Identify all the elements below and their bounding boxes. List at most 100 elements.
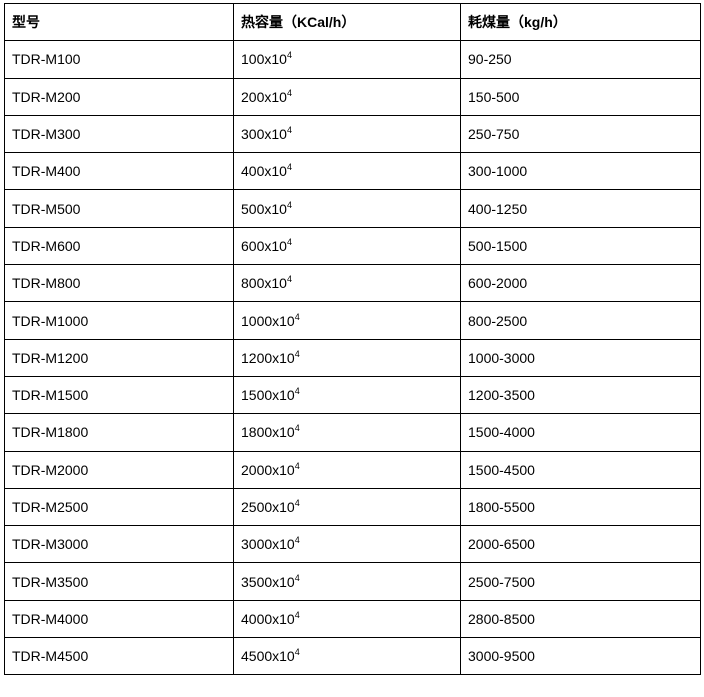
cell-capacity: 1200x104 xyxy=(233,338,461,377)
cell-model: TDR-M1800 xyxy=(4,413,234,452)
cell-capacity: 4500x104 xyxy=(233,637,461,676)
capacity-value: 4500x10 xyxy=(241,648,295,665)
capacity-value: 1800x10 xyxy=(241,424,295,441)
cell-coal-consumption: 1500-4000 xyxy=(460,413,701,452)
capacity-exponent: 4 xyxy=(286,274,292,285)
cell-capacity: 500x104 xyxy=(233,189,461,228)
cell-coal-consumption: 1500-4500 xyxy=(460,450,701,489)
table-row: TDR-M3000 3000x104 2000-6500 xyxy=(4,525,701,564)
cell-coal-consumption: 500-1500 xyxy=(460,226,701,266)
capacity-value: 4000x10 xyxy=(241,610,295,627)
capacity-value: 1000x10 xyxy=(241,312,295,329)
capacity-value: 300x10 xyxy=(241,126,287,143)
capacity-exponent: 4 xyxy=(294,609,300,620)
cell-capacity: 400x104 xyxy=(233,152,461,191)
cell-model: TDR-M1500 xyxy=(4,375,234,415)
header-capacity: 热容量（KCal/h） xyxy=(233,2,461,42)
capacity-value: 400x10 xyxy=(241,163,287,180)
table-row: TDR-M3500 3500x104 2500-7500 xyxy=(4,562,701,601)
cell-capacity: 2000x104 xyxy=(233,450,461,489)
cell-coal-consumption: 3000-9500 xyxy=(460,637,701,676)
capacity-value: 1200x10 xyxy=(241,349,295,366)
cell-model: TDR-M800 xyxy=(4,264,234,303)
cell-model: TDR-M4500 xyxy=(4,637,234,676)
table-row: TDR-M1800 1800x104 1500-4000 xyxy=(4,413,701,452)
cell-model: TDR-M200 xyxy=(4,77,234,116)
capacity-exponent: 4 xyxy=(286,162,292,173)
capacity-exponent: 4 xyxy=(286,236,292,247)
capacity-exponent: 4 xyxy=(294,498,300,508)
cell-capacity: 1800x104 xyxy=(233,413,461,452)
cell-capacity: 600x104 xyxy=(233,226,461,266)
capacity-value: 600x10 xyxy=(241,237,287,254)
capacity-exponent: 4 xyxy=(286,125,292,136)
capacity-exponent: 4 xyxy=(294,311,300,322)
header-coal-consumption: 耗煤量（kg/h） xyxy=(460,2,701,42)
capacity-exponent: 4 xyxy=(294,572,300,583)
cell-coal-consumption: 600-2000 xyxy=(460,264,701,303)
cell-capacity: 1000x104 xyxy=(233,301,461,340)
table-row: TDR-M500 500x104 400-1250 xyxy=(4,189,701,228)
cell-model: TDR-M600 xyxy=(4,226,234,266)
capacity-value: 200x10 xyxy=(241,88,287,105)
spec-table: 型号 热容量（KCal/h） 耗煤量（kg/h） TDR-M100 100x10… xyxy=(4,2,701,676)
cell-coal-consumption: 2000-6500 xyxy=(460,525,701,564)
cell-coal-consumption: 1200-3500 xyxy=(460,375,701,415)
cell-capacity: 1500x104 xyxy=(233,375,461,415)
capacity-value: 3000x10 xyxy=(241,536,295,553)
cell-model: TDR-M3000 xyxy=(4,525,234,564)
cell-capacity: 3000x104 xyxy=(233,525,461,564)
cell-coal-consumption: 300-1000 xyxy=(460,152,701,191)
cell-coal-consumption: 1800-5500 xyxy=(460,487,701,527)
cell-capacity: 3500x104 xyxy=(233,562,461,601)
cell-model: TDR-M2000 xyxy=(4,450,234,489)
cell-capacity: 100x104 xyxy=(233,40,461,79)
table-row: TDR-M4500 4500x104 3000-9500 xyxy=(4,637,701,676)
cell-model: TDR-M300 xyxy=(4,114,234,154)
capacity-value: 100x10 xyxy=(241,51,287,68)
table-row: TDR-M100 100x104 90-250 xyxy=(4,40,701,79)
table-row: TDR-M400 400x104 300-1000 xyxy=(4,152,701,191)
table-row: TDR-M600 600x104 500-1500 xyxy=(4,226,701,266)
table-row: TDR-M1000 1000x104 800-2500 xyxy=(4,301,701,340)
cell-capacity: 4000x104 xyxy=(233,599,461,639)
cell-capacity: 2500x104 xyxy=(233,487,461,527)
capacity-value: 2000x10 xyxy=(241,461,295,478)
cell-capacity: 800x104 xyxy=(233,264,461,303)
cell-coal-consumption: 800-2500 xyxy=(460,301,701,340)
cell-model: TDR-M100 xyxy=(4,40,234,79)
capacity-value: 800x10 xyxy=(241,275,287,292)
capacity-value: 1500x10 xyxy=(241,387,295,404)
cell-model: TDR-M400 xyxy=(4,152,234,191)
cell-model: TDR-M1000 xyxy=(4,301,234,340)
table-row: TDR-M1500 1500x104 1200-3500 xyxy=(4,375,701,415)
table-row: TDR-M2500 2500x104 1800-5500 xyxy=(4,487,701,527)
cell-coal-consumption: 2500-7500 xyxy=(460,562,701,601)
cell-coal-consumption: 150-500 xyxy=(460,77,701,116)
table-header-row: 型号 热容量（KCal/h） 耗煤量（kg/h） xyxy=(4,2,701,42)
cell-coal-consumption: 250-750 xyxy=(460,114,701,154)
cell-model: TDR-M500 xyxy=(4,189,234,228)
table-row: TDR-M4000 4000x104 2800-8500 xyxy=(4,599,701,639)
capacity-value: 3500x10 xyxy=(241,573,295,590)
cell-model: TDR-M2500 xyxy=(4,487,234,527)
cell-coal-consumption: 90-250 xyxy=(460,40,701,79)
table-row: TDR-M2000 2000x104 1500-4500 xyxy=(4,450,701,489)
cell-coal-consumption: 2800-8500 xyxy=(460,599,701,639)
cell-coal-consumption: 400-1250 xyxy=(460,189,701,228)
capacity-exponent: 4 xyxy=(294,535,300,546)
capacity-value: 2500x10 xyxy=(241,499,295,515)
capacity-exponent: 4 xyxy=(294,647,300,658)
cell-capacity: 300x104 xyxy=(233,114,461,154)
cell-coal-consumption: 1000-3000 xyxy=(460,338,701,377)
capacity-exponent: 4 xyxy=(286,87,292,98)
capacity-exponent: 4 xyxy=(294,348,300,359)
cell-capacity: 200x104 xyxy=(233,77,461,116)
cell-model: TDR-M4000 xyxy=(4,599,234,639)
table-row: TDR-M200 200x104 150-500 xyxy=(4,77,701,116)
table-row: TDR-M1200 1200x104 1000-3000 xyxy=(4,338,701,377)
capacity-exponent: 4 xyxy=(286,50,292,61)
capacity-exponent: 4 xyxy=(294,423,300,434)
capacity-exponent: 4 xyxy=(286,199,292,210)
cell-model: TDR-M1200 xyxy=(4,338,234,377)
